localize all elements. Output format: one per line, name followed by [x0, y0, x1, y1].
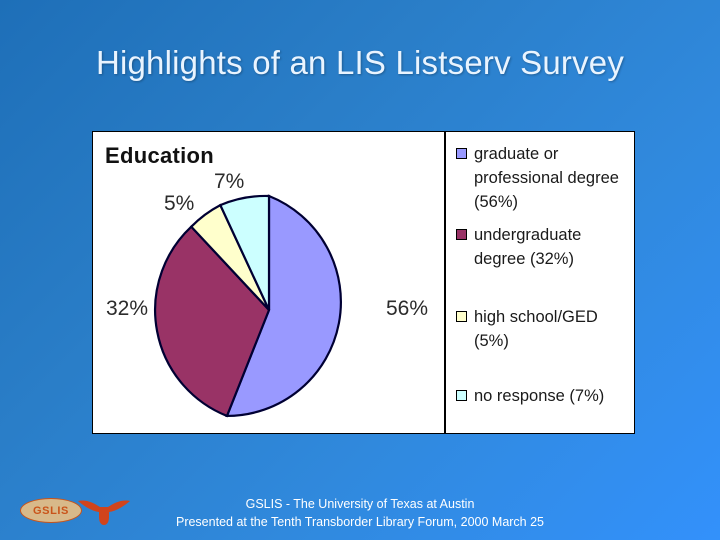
page-title: Highlights of an LIS Listserv Survey: [95, 44, 625, 81]
gslis-logo: GSLIS: [16, 489, 131, 531]
pie-slice-noresponse: [218, 194, 271, 311]
legend-label-graduate: graduate or professional degree (56%): [474, 145, 619, 211]
legend-label-undergraduate: undergraduate degree (32%): [474, 226, 582, 268]
chart-title: Education: [105, 143, 215, 168]
legend-item-graduate: graduate or professional degree (56%): [456, 143, 628, 214]
longhorn-icon: [78, 500, 130, 525]
legend-swatch-noresponse: [456, 390, 467, 402]
legend-swatch-undergraduate: [456, 229, 467, 241]
footer-line-institution: GSLIS - The University of Texas at Austi…: [245, 497, 475, 511]
pie-label-highschool: 5%: [164, 192, 195, 215]
legend-divider: [444, 132, 446, 433]
pie-label-undergraduate: 32%: [106, 297, 149, 320]
legend-item-noresponse: no response (7%): [456, 385, 628, 409]
education-chart-panel: Education 7% 5% 32% 56% graduate or prof…: [92, 131, 635, 434]
pie-slice-graduate: [225, 194, 342, 418]
pie-label-noresponse: 7%: [214, 170, 245, 193]
legend-item-undergraduate: undergraduate degree (32%): [456, 224, 628, 272]
footer: GSLIS - The University of Texas at Austi…: [0, 496, 720, 532]
gslis-logo-oval: GSLIS: [20, 498, 82, 523]
pie-slice-undergraduate: [154, 225, 271, 418]
chart-legend: graduate or professional degree (56%) un…: [446, 132, 634, 433]
footer-line-event: Presented at the Tenth Transborder Libra…: [175, 514, 545, 529]
gslis-logo-text: GSLIS: [32, 504, 69, 517]
legend-label-noresponse: no response (7%): [474, 387, 605, 406]
pie-label-graduate: 56%: [386, 297, 429, 320]
pie-chart-region: Education 7% 5% 32% 56%: [93, 132, 444, 433]
legend-swatch-graduate: [456, 148, 467, 159]
legend-label-highschool: high school/GED (5%): [474, 307, 598, 350]
legend-swatch-highschool: [456, 310, 467, 322]
legend-item-highschool: high school/GED (5%): [456, 306, 628, 354]
pie-chart-graphic: [154, 194, 342, 418]
